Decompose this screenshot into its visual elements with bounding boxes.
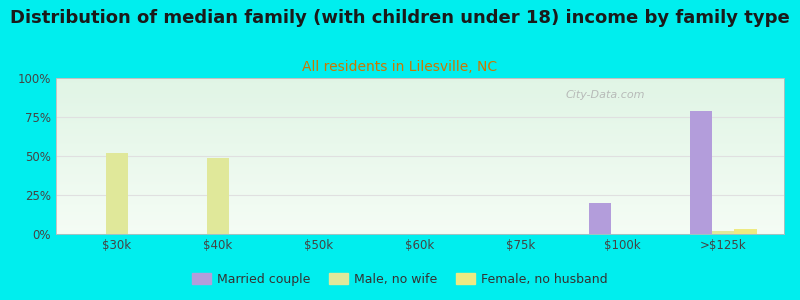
Bar <box>712 231 734 234</box>
Text: City-Data.com: City-Data.com <box>566 91 645 100</box>
Bar <box>206 158 229 234</box>
Text: All residents in Lilesville, NC: All residents in Lilesville, NC <box>302 60 498 74</box>
Bar <box>690 111 712 234</box>
Text: Distribution of median family (with children under 18) income by family type: Distribution of median family (with chil… <box>10 9 790 27</box>
Bar <box>106 153 128 234</box>
Legend: Married couple, Male, no wife, Female, no husband: Married couple, Male, no wife, Female, n… <box>187 268 613 291</box>
Bar <box>734 229 757 234</box>
Bar <box>589 203 611 234</box>
